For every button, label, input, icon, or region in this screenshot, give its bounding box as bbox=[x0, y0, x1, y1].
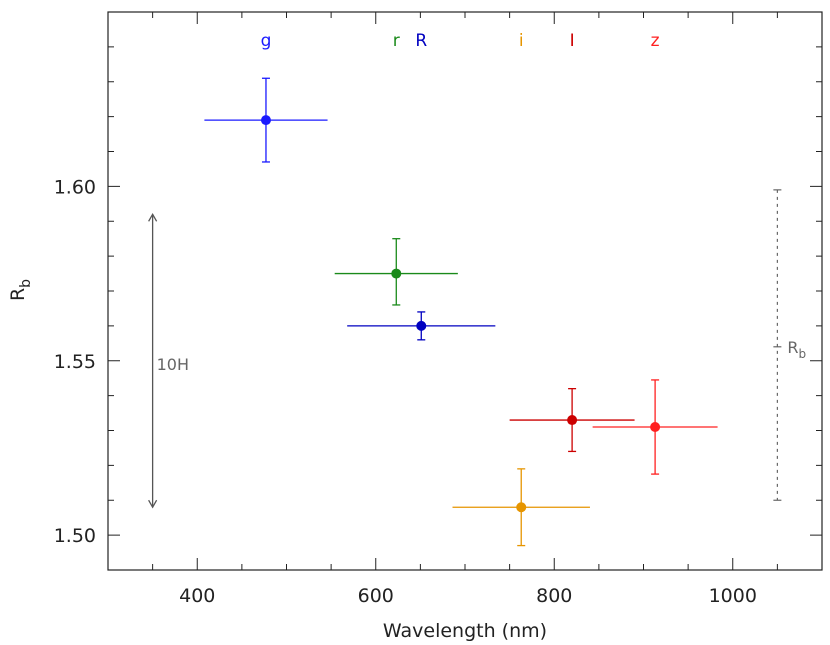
x-tick-label: 400 bbox=[179, 585, 215, 607]
plot-frame bbox=[107, 11, 823, 571]
axis-ticks: 400 600 800 1000 1.50 1.55 1.60 bbox=[54, 12, 823, 607]
data-point-r bbox=[334, 238, 458, 306]
h10-arrow-head-top bbox=[148, 212, 158, 222]
h10-label: 10H bbox=[157, 355, 189, 374]
marker bbox=[416, 320, 427, 331]
data-point-I bbox=[509, 387, 635, 453]
marker bbox=[391, 268, 402, 279]
data-point-z bbox=[592, 379, 718, 475]
axes-frame bbox=[107, 11, 823, 571]
marker bbox=[260, 115, 271, 126]
y-tick-label: 1.60 bbox=[54, 176, 96, 198]
x-tick-label: 1000 bbox=[709, 585, 757, 607]
h10-arrow-head-bottom bbox=[148, 499, 158, 509]
band-label-R: R bbox=[415, 31, 427, 51]
data-point-g bbox=[204, 77, 328, 163]
band-label-i: i bbox=[519, 31, 524, 51]
band-label-z: z bbox=[651, 31, 660, 51]
x-tick-label: 600 bbox=[358, 585, 394, 607]
annotations: 10H Rb bbox=[148, 189, 806, 509]
y-tick-label: 1.50 bbox=[54, 525, 96, 547]
marker bbox=[516, 502, 527, 513]
marker bbox=[567, 415, 578, 426]
x-tick-label: 800 bbox=[536, 585, 572, 607]
band-label-r: r bbox=[393, 31, 400, 51]
marker bbox=[650, 422, 661, 433]
band-label-g: g bbox=[261, 31, 272, 51]
rb-range-label: Rb bbox=[787, 338, 806, 361]
data-point-i bbox=[452, 468, 590, 547]
data-points bbox=[204, 77, 718, 547]
band-label-I: I bbox=[570, 31, 575, 51]
y-tick-label: 1.55 bbox=[54, 351, 96, 373]
x-axis-title: Wavelength (nm) bbox=[383, 620, 547, 642]
data-point-R bbox=[347, 311, 496, 341]
y-axis-title: Rb bbox=[7, 279, 34, 301]
